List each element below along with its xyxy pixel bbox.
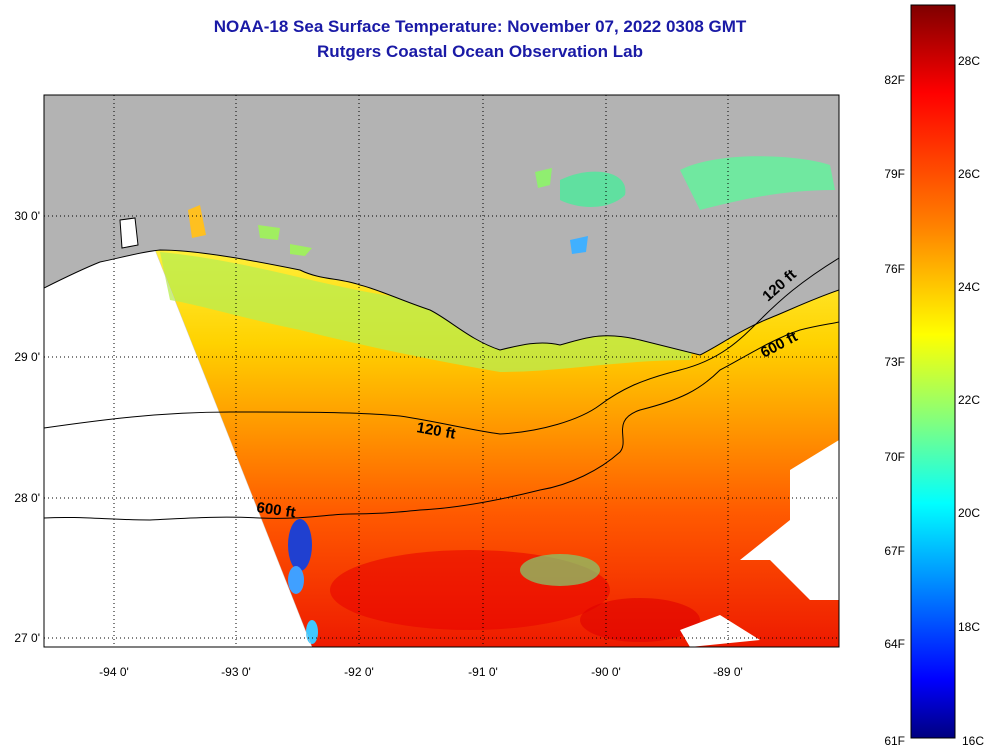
- inland-lake: [258, 225, 280, 240]
- colorbar-f-label: 73F: [884, 355, 905, 369]
- inland-lake: [119, 217, 139, 249]
- colorbar-f-label: 82F: [884, 73, 905, 87]
- colorbar-f-label: 79F: [884, 167, 905, 181]
- inland-lake: [560, 171, 626, 207]
- lon-label-90: -90 0': [591, 665, 621, 679]
- colorbar-f-label: 67F: [884, 544, 905, 558]
- lat-label-30: 30 0': [14, 209, 40, 223]
- inland-lake: [188, 205, 206, 238]
- cloud-gap: [680, 615, 760, 647]
- warm-patch: [580, 598, 700, 642]
- colorbar-c-label: 22C: [958, 393, 980, 407]
- contour-120ft: [44, 257, 839, 435]
- colorbar-f-label: 76F: [884, 262, 905, 276]
- colorbar-c-label: 20C: [958, 506, 980, 520]
- contour-label-120ft: 120 ft: [415, 419, 457, 443]
- colorbar-f-label: 70F: [884, 450, 905, 464]
- contour-600ft: [44, 321, 839, 521]
- colorbar-c-label: 26C: [958, 167, 980, 181]
- lat-label-29: 29 0': [14, 350, 40, 364]
- map-subtitle: Rutgers Coastal Ocean Observation Lab: [317, 42, 643, 61]
- coastline: [44, 249, 839, 356]
- inland-lake: [570, 236, 588, 254]
- colorbar-c-label: 18C: [958, 620, 980, 634]
- inland-lake: [680, 156, 835, 210]
- cool-patch: [520, 554, 600, 586]
- lat-label-28: 28 0': [14, 491, 40, 505]
- colorbar-c-label: 28C: [958, 54, 980, 68]
- graticule: [44, 95, 839, 647]
- map-title: NOAA-18 Sea Surface Temperature: Novembe…: [213, 17, 747, 36]
- lon-label-94: -94 0': [99, 665, 129, 679]
- lon-label-93: -93 0': [221, 665, 251, 679]
- cloud-gap: [740, 440, 839, 600]
- colorbar-c-label: 16C: [962, 734, 984, 748]
- colorbar: [910, 4, 956, 739]
- lon-label-91: -91 0': [468, 665, 498, 679]
- land-mass: [44, 95, 839, 355]
- cold-filament: [306, 620, 318, 644]
- cold-filament: [288, 566, 304, 594]
- map-frame: [43, 94, 840, 648]
- inland-lake: [535, 168, 552, 188]
- colorbar-f-label: 64F: [884, 637, 905, 651]
- swath-edge: [154, 249, 313, 647]
- cold-filament: [288, 519, 312, 571]
- contour-label-600ft: 600 ft: [255, 499, 296, 521]
- colorbar-f-label: 61F: [884, 734, 905, 748]
- colorbar-c-label: 24C: [958, 280, 980, 294]
- inland-lake: [290, 244, 312, 256]
- lon-label-89: -89 0': [713, 665, 743, 679]
- lat-label-27: 27 0': [14, 631, 40, 645]
- lon-label-92: -92 0': [344, 665, 374, 679]
- map-area: [44, 95, 839, 647]
